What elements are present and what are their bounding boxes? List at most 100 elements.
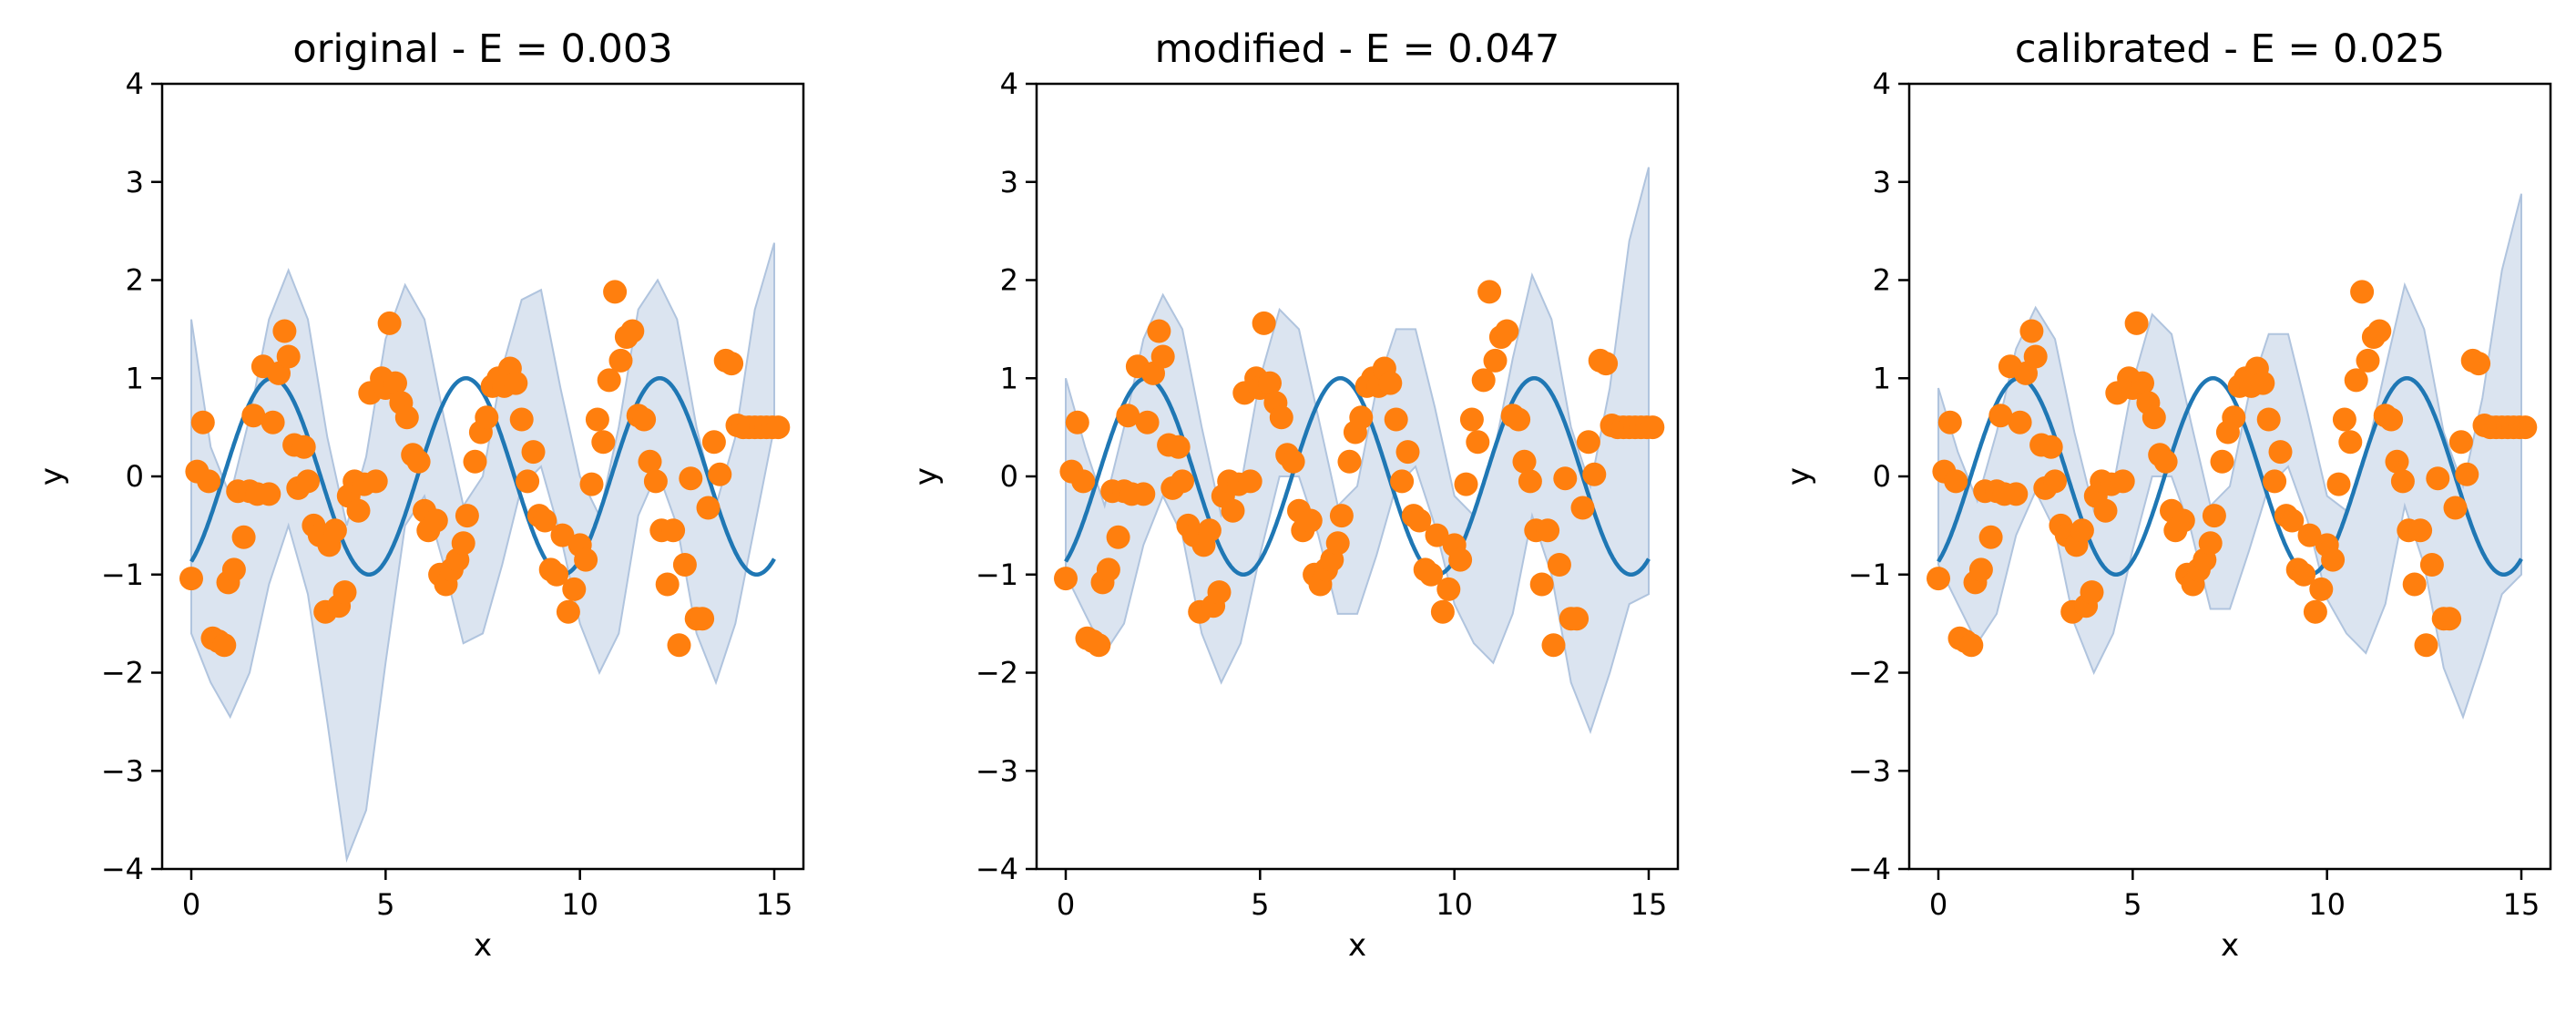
data-point [1150,344,1175,369]
x-tick-label: 15 [1630,887,1668,922]
x-tick-label: 0 [1057,887,1075,922]
data-point [679,466,703,491]
data-point [1131,482,1156,506]
data-point [424,508,448,533]
data-point [212,633,237,658]
y-tick-label: 4 [1000,66,1018,101]
data-point [701,430,726,455]
data-point [406,449,431,474]
data-point [1170,469,1194,494]
data-point [2309,577,2334,601]
data-point [2303,599,2327,624]
data-point [1454,472,1478,496]
data-point [1471,368,1496,393]
data-point [1430,599,1455,624]
y-axis-label: y [1781,467,1817,486]
data-point [1641,415,1665,440]
y-tick-label: 3 [1873,165,1891,199]
data-point [1298,508,1323,533]
data-point [1207,580,1232,605]
data-point [197,469,221,494]
y-tick-label: −1 [101,557,144,592]
data-point [1436,577,1461,601]
observation-points [1054,280,1665,658]
data-point [708,462,732,486]
data-point [2408,518,2433,543]
data-point [1927,567,1950,591]
x-axis-label: x [2221,927,2239,964]
x-tick-label: 5 [1251,887,1269,922]
data-point [1547,553,1571,577]
x-tick-label: 5 [2123,887,2142,922]
x-axis-label: x [474,927,492,964]
y-tick-label: 4 [126,66,144,101]
x-tick-label: 0 [182,887,200,922]
data-point [451,531,475,556]
data-point [504,371,528,395]
y-axis-label: y [908,467,945,486]
data-point [556,599,580,624]
data-point [2455,462,2479,486]
data-point [1425,523,1449,547]
data-point [2321,547,2346,572]
data-point [1594,352,1619,376]
data-point [257,482,281,506]
chart-title: calibrated - E = 0.025 [2015,26,2445,72]
data-point [2332,407,2356,432]
y-tick-label: −1 [976,557,1018,592]
y-tick-label: 2 [1000,263,1018,298]
data-point [272,319,297,343]
data-point [1147,319,1171,343]
data-point [1512,449,1537,474]
plot-area [179,242,791,864]
data-point [1349,405,1374,430]
data-point [696,496,721,520]
data-point [1988,404,2013,428]
y-tick-label: 0 [1000,459,1018,494]
data-point [2385,449,2409,474]
data-point [377,311,402,335]
data-point [2350,280,2375,304]
data-point [2344,368,2368,393]
data-point [2019,319,2044,343]
data-point [346,498,371,523]
data-point [2438,607,2462,631]
data-point [638,449,662,474]
data-point [2297,523,2322,547]
data-point [2043,469,2067,494]
chart-title: modified - E = 0.047 [1155,26,1560,72]
data-point [1407,508,1432,533]
data-point [2142,405,2166,430]
y-tick-label: −3 [101,753,144,788]
data-point [291,434,316,459]
data-point [332,580,357,605]
data-point [475,405,499,430]
data-point [190,410,215,434]
chart-panel-1: 0 5 10 15 −4 −3 −2 −1 0 1 2 3 4 original - E = 0.003 x… [34,26,805,964]
data-point [261,410,285,434]
data-point [2004,482,2029,506]
data-point [2093,498,2118,523]
x-axis-label: x [1348,927,1366,964]
y-tick-label: 1 [1873,361,1891,395]
data-point [1477,280,1502,304]
x-tick-label: 10 [2308,887,2346,922]
data-point [533,508,557,533]
y-tick-label: −4 [976,852,1018,886]
data-point [516,469,540,494]
data-point [720,352,744,376]
data-point [2171,508,2195,533]
data-point [1197,518,1222,543]
y-tick-label: 2 [126,263,144,298]
data-point [597,368,621,393]
data-point [2390,469,2415,494]
data-point [1959,633,1984,658]
data-point [2131,371,2154,395]
data-point [2379,407,2404,432]
y-tick-label: −4 [101,852,144,886]
y-tick-label: 4 [1873,66,1891,101]
data-point [1529,572,1554,597]
data-point [2356,348,2380,373]
x-tick-label: 10 [1436,887,1473,922]
